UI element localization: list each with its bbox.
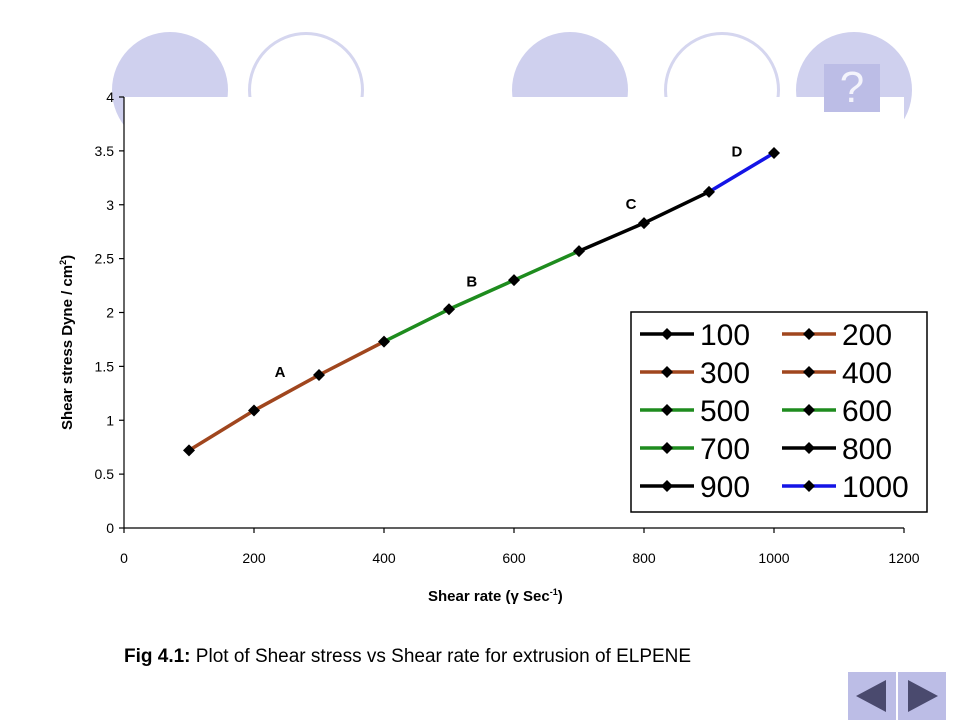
data-point	[703, 185, 715, 198]
legend-label: 900	[700, 471, 750, 504]
chart-legend: 100 200 300 400 500 600 700 800 900 1000	[630, 311, 928, 513]
x-tick-label: 1000	[758, 550, 789, 566]
caption-prefix: Fig 4.1:	[124, 646, 191, 667]
x-tick-label: 800	[632, 550, 656, 566]
y-axis-title: Shear stress Dyne / cm2)	[58, 255, 76, 430]
series-line-700	[512, 249, 581, 282]
legend-swatch-marker	[803, 404, 815, 416]
data-point	[183, 444, 195, 457]
previous-slide-button[interactable]	[848, 672, 896, 720]
x-tick-label: 200	[242, 550, 266, 566]
series-line-300	[252, 373, 321, 413]
legend-swatch-marker	[661, 480, 673, 492]
annotation-label: D	[732, 143, 743, 160]
legend-swatch-marker	[803, 442, 815, 454]
triangle-right-icon	[908, 680, 938, 712]
series-line-400	[317, 339, 386, 377]
annotation-label: C	[626, 196, 637, 213]
triangle-left-icon	[856, 680, 886, 712]
y-tick-label: 3	[106, 197, 114, 213]
legend-swatch-marker	[661, 366, 673, 378]
series-markers	[183, 147, 780, 457]
next-slide-button[interactable]	[898, 672, 946, 720]
y-tick-label: 0.5	[95, 466, 115, 482]
legend-swatch-marker	[661, 404, 673, 416]
annotations: A B C D	[275, 143, 743, 381]
x-axis: 0 200 400 600 800 1000 1200	[120, 527, 920, 566]
legend-label: 200	[842, 319, 892, 352]
caption-text: Plot of Shear stress vs Shear rate for e…	[190, 646, 692, 667]
y-tick-label: 1.5	[95, 358, 115, 374]
y-tick-label: 2	[106, 305, 114, 321]
legend-swatch-marker	[803, 366, 815, 378]
legend-swatch-marker	[661, 328, 673, 340]
x-tick-label: 600	[502, 550, 526, 566]
legend-swatch-marker	[803, 480, 815, 492]
legend-label: 300	[700, 357, 750, 390]
series-line-900	[642, 190, 711, 225]
legend-box	[630, 311, 928, 513]
series-line-800	[577, 221, 646, 253]
annotation-label: A	[275, 364, 286, 381]
series-lines	[187, 151, 776, 453]
help-button[interactable]: ?	[824, 64, 880, 112]
data-point	[313, 368, 325, 381]
series-line-1000	[707, 151, 776, 194]
legend-label: 100	[700, 319, 750, 352]
x-tick-label: 1200	[888, 550, 919, 566]
x-axis-title: Shear rate (γ Sec-1)	[428, 587, 563, 605]
y-axis: 0 0.5 1 1.5 2 2.5 3 3.5 4	[95, 89, 125, 536]
shear-stress-chart: 00.511.522.533.54 0 200 400 600 800 1000 1200 …	[58, 89, 928, 605]
annotation-label: B	[466, 274, 477, 291]
y-tick-label: 0	[106, 520, 114, 536]
data-point	[443, 303, 455, 316]
y-tick-label: 2.5	[95, 251, 115, 267]
legend-label: 700	[700, 433, 750, 466]
series-line-500	[382, 307, 451, 344]
data-point	[573, 245, 585, 258]
legend-label: 800	[842, 433, 892, 466]
data-point	[768, 147, 780, 160]
legend-label: 400	[842, 357, 892, 390]
y-tick-label: 3.5	[95, 143, 115, 159]
legend-label: 500	[700, 395, 750, 428]
series-line-200	[187, 408, 256, 453]
data-point	[378, 335, 390, 348]
data-point	[508, 274, 520, 287]
data-point	[638, 217, 650, 230]
y-tick-label: 4	[106, 89, 114, 105]
legend-label: 600	[842, 395, 892, 428]
legend-label: 1000	[842, 471, 909, 504]
x-tick-label: 400	[372, 550, 396, 566]
legend-swatch-marker	[803, 328, 815, 340]
series-line-600	[447, 278, 516, 312]
y-tick-label: 1	[106, 412, 114, 428]
data-point	[248, 404, 260, 417]
legend-swatch-marker	[661, 442, 673, 454]
x-tick-label: 0	[120, 550, 128, 566]
figure-caption: Fig 4.1: Plot of Shear stress vs Shear r…	[124, 646, 691, 668]
